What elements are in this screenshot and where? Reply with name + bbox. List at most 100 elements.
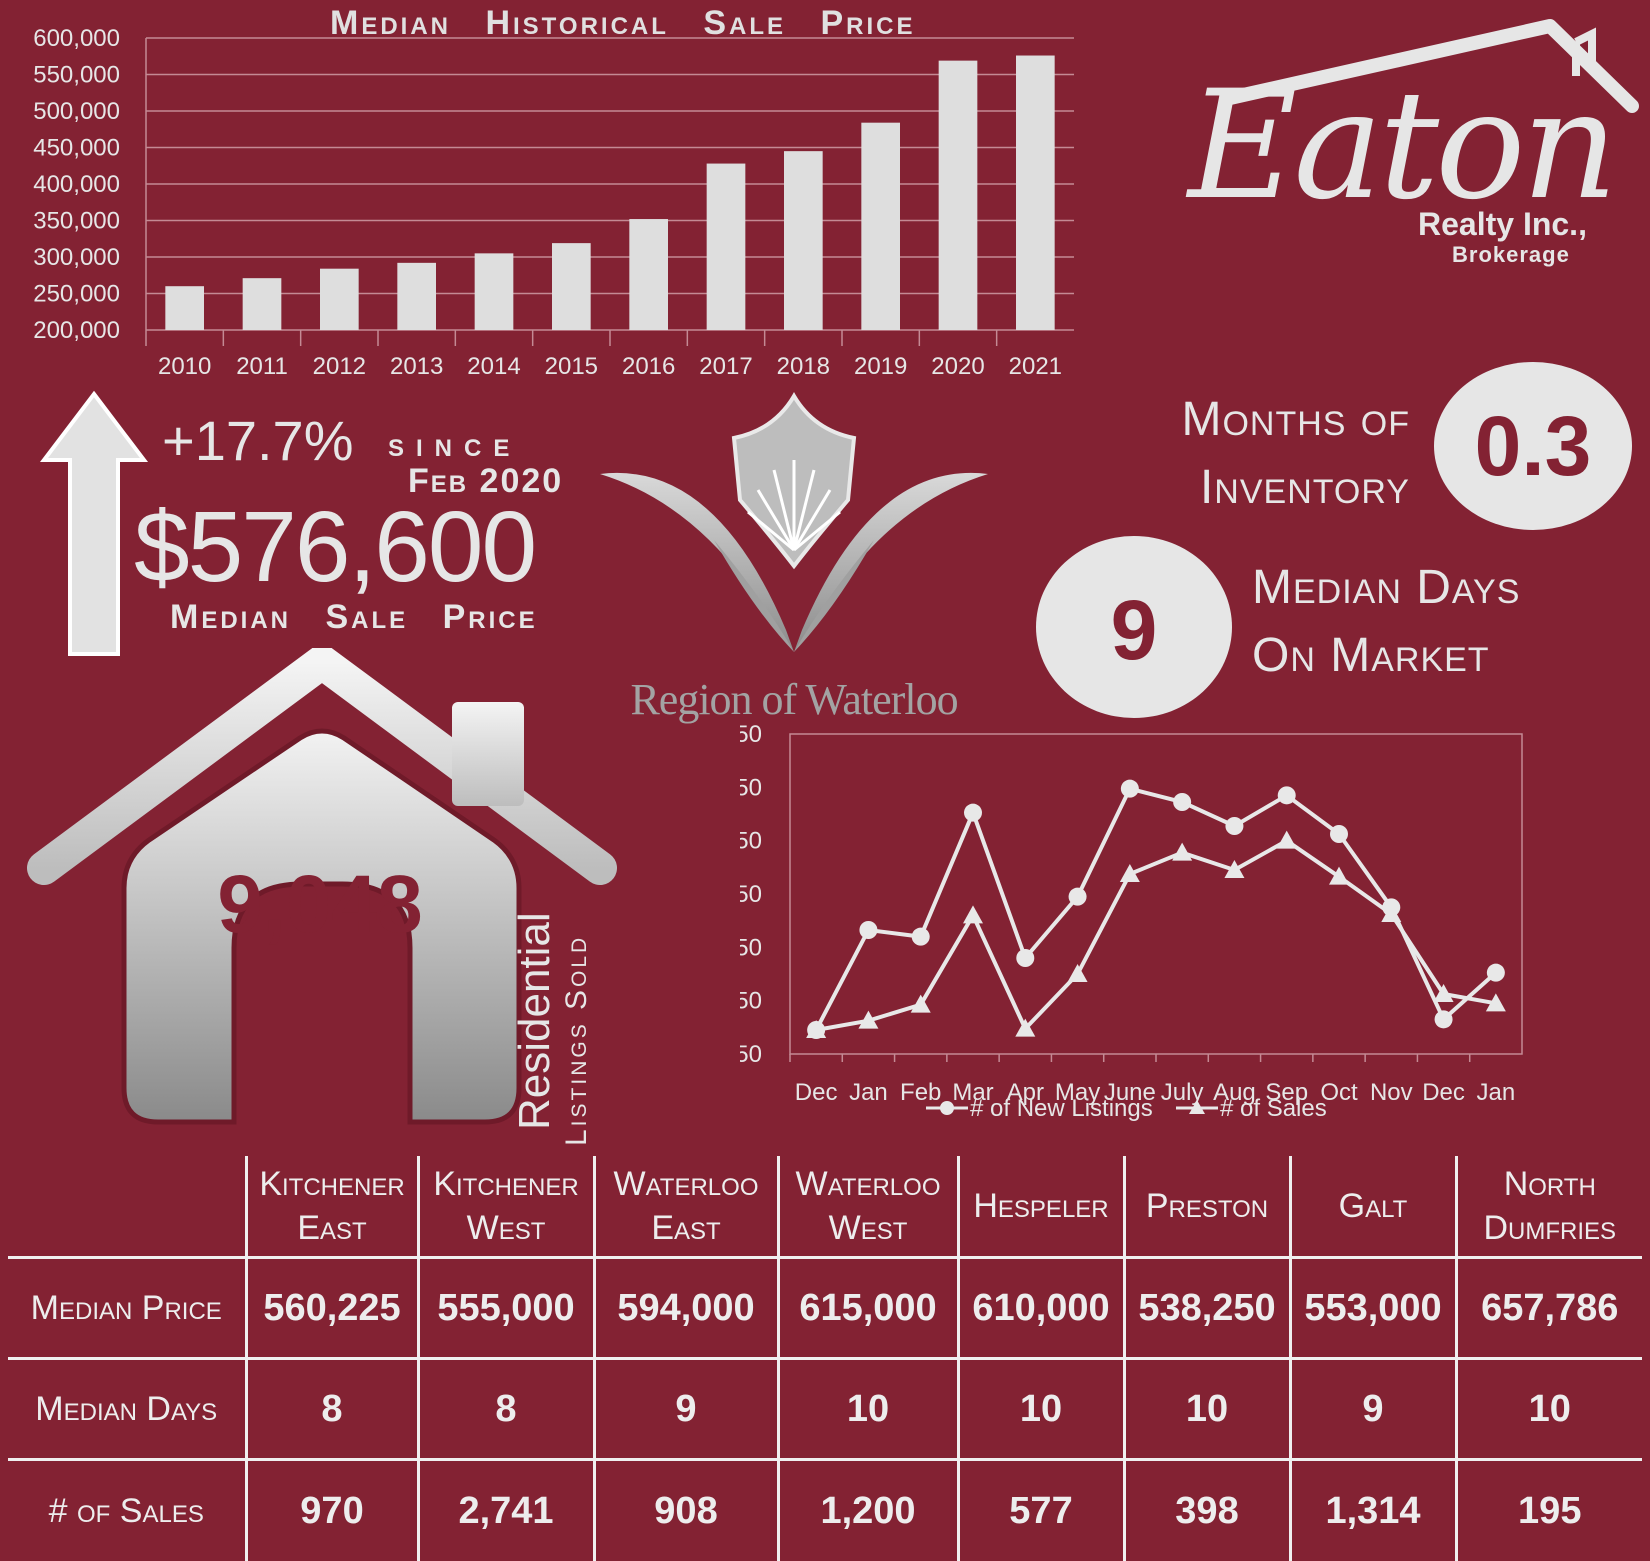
bar — [629, 219, 668, 330]
y-tick-label: 300,000 — [33, 244, 120, 271]
x-tick-label: Dec — [795, 1079, 838, 1106]
point-marker — [1435, 1010, 1453, 1028]
y-tick-label: 450 — [740, 988, 762, 1015]
x-tick-label: 2020 — [931, 353, 984, 380]
point-marker — [1330, 825, 1348, 843]
bar — [320, 269, 359, 330]
table-cell: 555,000 — [418, 1258, 594, 1359]
table-cell: 10 — [1456, 1359, 1642, 1460]
table-cell: 577 — [958, 1460, 1124, 1561]
bar-chart: 200,000250,000300,000350,000400,000450,0… — [0, 0, 1140, 410]
table-cell: 398 — [1124, 1460, 1290, 1561]
eaton-logo-line2: Brokerage — [1452, 242, 1570, 268]
row-header: Median Days — [8, 1359, 246, 1460]
table-cell: 9 — [1290, 1359, 1456, 1460]
table-cell: 657,786 — [1456, 1258, 1642, 1359]
point-marker — [1329, 867, 1349, 885]
residential-value: 9,048 — [150, 858, 490, 952]
table-cell: 610,000 — [958, 1258, 1124, 1359]
column-header: Preston — [1124, 1156, 1290, 1258]
point-marker — [911, 995, 931, 1013]
eaton-logo-line1: Realty Inc., — [1418, 206, 1587, 243]
x-tick-label: 2021 — [1009, 353, 1062, 380]
table-cell: 1,314 — [1290, 1460, 1456, 1561]
table-cell: 1,200 — [778, 1460, 958, 1561]
point-marker — [964, 804, 982, 822]
point-marker — [1172, 843, 1192, 861]
legend-label: # of New Listings — [970, 1095, 1153, 1122]
table-cell: 553,000 — [1290, 1258, 1456, 1359]
y-tick-label: 1250 — [740, 774, 762, 801]
bar — [397, 263, 436, 330]
y-tick-label: 650 — [740, 934, 762, 961]
x-tick-label: 2010 — [158, 353, 211, 380]
table-row: # of Sales 970 2,741 908 1,200 577 398 1… — [8, 1460, 1642, 1561]
y-tick-label: 400,000 — [33, 171, 120, 198]
column-header: Hespeler — [958, 1156, 1124, 1258]
y-tick-label: 600,000 — [33, 25, 120, 52]
table-cell: 538,250 — [1124, 1258, 1290, 1359]
x-tick-label: Jan — [1477, 1079, 1516, 1106]
table-row: Median Days 8 8 9 10 10 10 9 10 — [8, 1359, 1642, 1460]
median-days-label-2: On Market — [1252, 628, 1490, 683]
bar — [1016, 56, 1055, 330]
point-marker — [1173, 793, 1191, 811]
x-tick-label: 2014 — [467, 353, 520, 380]
point-marker — [1278, 786, 1296, 804]
listings-sold-label: Listings Sold — [560, 935, 594, 1146]
x-tick-label: Nov — [1370, 1079, 1413, 1106]
y-tick-label: 500,000 — [33, 98, 120, 125]
table-cell: 10 — [1124, 1359, 1290, 1460]
row-header: Median Price — [8, 1258, 246, 1359]
point-marker — [1121, 780, 1139, 798]
point-marker — [1016, 949, 1034, 967]
y-tick-label: 550,000 — [33, 62, 120, 89]
point-marker — [1487, 964, 1505, 982]
x-tick-label: Feb — [900, 1079, 941, 1106]
region-of-waterloo-text: Region of Waterloo — [594, 674, 994, 725]
bar — [475, 253, 514, 330]
median-sale-price: $576,600 — [134, 490, 535, 605]
plot-frame — [790, 734, 1522, 1054]
legend-marker — [940, 1101, 954, 1115]
x-tick-label: 2013 — [390, 353, 443, 380]
months-inventory-value: 0.3 — [1434, 398, 1632, 495]
median-days-value: 9 — [1036, 582, 1232, 679]
x-tick-label: 2018 — [777, 353, 830, 380]
column-header: Galt — [1290, 1156, 1456, 1258]
y-tick-label: 350,000 — [33, 208, 120, 235]
x-tick-label: 2011 — [236, 353, 288, 380]
x-tick-label: 2019 — [854, 353, 907, 380]
table-cell: 2,741 — [418, 1460, 594, 1561]
legend-label: # of Sales — [1220, 1095, 1327, 1122]
table-cell: 10 — [778, 1359, 958, 1460]
table-cell: 615,000 — [778, 1258, 958, 1359]
y-tick-label: 1050 — [740, 828, 762, 855]
point-marker — [1225, 817, 1243, 835]
point-marker — [1069, 888, 1087, 906]
median-days-label-1: Median Days — [1252, 560, 1520, 615]
bar — [243, 278, 282, 330]
table-cell: 908 — [594, 1460, 778, 1561]
table-corner — [8, 1156, 246, 1258]
median-sale-price-label: Median Sale Price — [170, 598, 538, 637]
table-cell: 195 — [1456, 1460, 1642, 1561]
x-tick-label: 2016 — [622, 353, 675, 380]
point-marker — [912, 928, 930, 946]
table-cell: 8 — [418, 1359, 594, 1460]
x-tick-label: 2012 — [313, 353, 366, 380]
bar — [861, 123, 900, 330]
change-percent: +17.7% — [162, 408, 354, 473]
table-cell: 970 — [246, 1460, 418, 1561]
line-chart: 250450650850105012501450DecJanFebMarAprM… — [740, 720, 1620, 1160]
bar — [707, 164, 746, 330]
bar — [939, 61, 978, 330]
x-tick-label: 2015 — [545, 353, 598, 380]
y-tick-label: 250,000 — [33, 281, 120, 308]
row-header: # of Sales — [8, 1460, 246, 1561]
since-word: since — [388, 426, 521, 465]
